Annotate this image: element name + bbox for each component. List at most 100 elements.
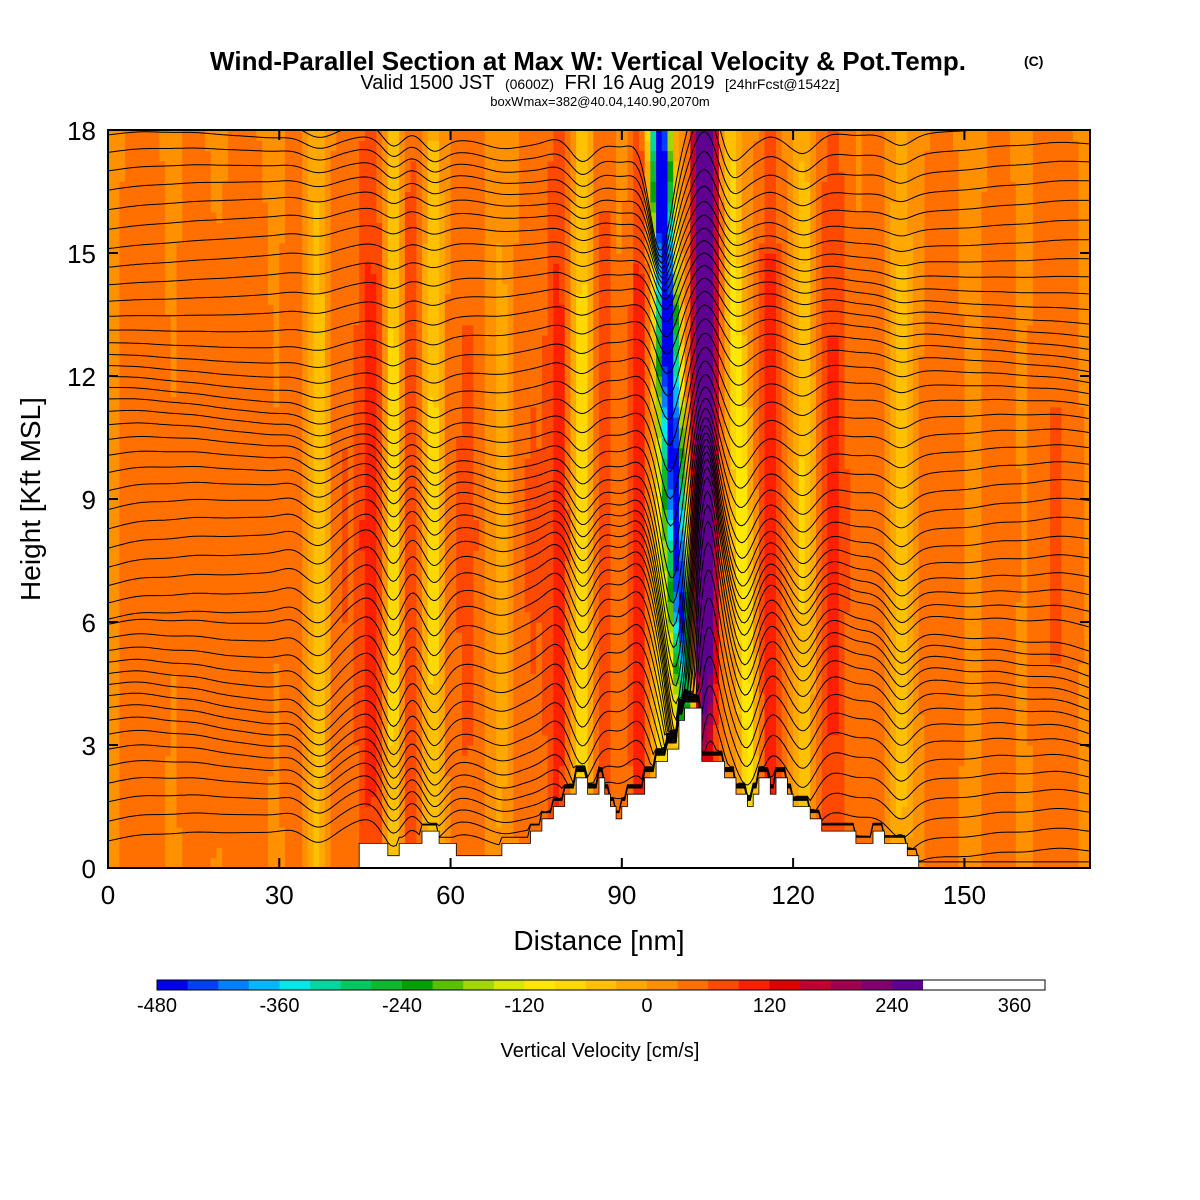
theta-contour-line — [108, 227, 1090, 300]
velocity-cell — [661, 468, 669, 490]
velocity-cell — [798, 611, 806, 868]
theta-contour-line — [108, 252, 1090, 323]
colorbar-swatch — [340, 980, 372, 990]
velocity-cell — [724, 324, 731, 449]
velocity-cell — [250, 130, 258, 868]
velocity-cell — [656, 355, 663, 377]
velocity-cell — [570, 201, 577, 868]
colorbar-swatch — [708, 980, 740, 990]
velocity-cell — [130, 130, 138, 868]
velocity-cell — [142, 130, 149, 868]
box-max-info: boxWmax=382@40.04,140.90,2070m — [490, 94, 710, 109]
velocity-cell — [804, 181, 811, 868]
colorbar-swatch — [891, 980, 924, 990]
velocity-cell — [895, 263, 903, 818]
velocity-cell — [952, 130, 960, 152]
velocity-cell — [1027, 130, 1034, 326]
velocity-cell — [650, 324, 657, 408]
subtitle-utc: (0600Z) — [505, 76, 554, 92]
velocity-cell — [673, 683, 680, 695]
velocity-cell — [907, 130, 914, 234]
theta-contour-line — [108, 360, 1090, 500]
velocity-cell — [273, 406, 280, 664]
theta-contour-line — [108, 597, 1090, 750]
velocity-cell — [176, 242, 183, 828]
velocity-cell — [1055, 130, 1063, 408]
velocity-cell — [302, 130, 309, 868]
velocity-cell — [233, 130, 240, 868]
velocity-cell — [650, 201, 657, 213]
colorbar-swatch — [861, 980, 893, 990]
velocity-cell — [770, 253, 777, 818]
velocity-cell — [553, 263, 560, 808]
velocity-cell — [667, 294, 674, 469]
y-tick-label: 18 — [67, 116, 96, 146]
velocity-field — [108, 130, 1090, 868]
theta-contour-line — [108, 476, 1090, 732]
x-axis: 0 30 60 90 120 150 — [101, 130, 986, 910]
theta-contour-line — [108, 277, 1090, 355]
velocity-cell — [713, 632, 720, 685]
velocity-cell — [1021, 130, 1028, 868]
velocity-cell — [833, 335, 840, 736]
velocity-cell — [901, 130, 908, 264]
velocity-cell — [627, 130, 634, 305]
velocity-cell — [747, 683, 754, 797]
velocity-cell — [370, 796, 377, 868]
chart-title: Wind-Parallel Section at Max W: Vertical… — [210, 46, 966, 76]
velocity-cell — [387, 324, 395, 746]
colorbar-swatch — [830, 980, 862, 990]
colorbar-swatch — [800, 980, 832, 990]
velocity-cell — [433, 673, 440, 868]
velocity-cell — [867, 130, 874, 868]
velocity-cell — [667, 181, 674, 203]
velocity-cell — [410, 130, 417, 162]
velocity-cell — [319, 130, 326, 295]
velocity-cell — [324, 365, 332, 705]
velocity-cell — [1050, 406, 1057, 664]
velocity-cell — [125, 130, 132, 868]
velocity-cell — [736, 335, 743, 582]
velocity-cell — [147, 130, 155, 868]
velocity-cell — [667, 581, 674, 603]
colorbar-swatch — [401, 980, 434, 990]
velocity-cell — [1061, 130, 1068, 868]
velocity-cell — [638, 273, 646, 808]
velocity-cell — [656, 376, 663, 398]
velocity-cell — [958, 314, 965, 767]
velocity-cell — [661, 386, 669, 408]
velocity-cell — [604, 130, 612, 213]
velocity-cell — [1055, 663, 1063, 868]
velocity-cell — [450, 130, 457, 868]
velocity-cell — [490, 130, 497, 868]
velocity-cell — [907, 837, 914, 868]
velocity-cell — [650, 150, 657, 162]
velocity-cell — [673, 130, 680, 162]
velocity-cell — [1015, 601, 1023, 868]
velocity-cell — [661, 130, 669, 152]
velocity-cell — [279, 242, 286, 828]
velocity-cell — [501, 786, 509, 868]
velocity-cell — [513, 242, 520, 838]
terrain-fill — [108, 707, 1090, 868]
theta-contour-line — [108, 264, 1090, 338]
velocity-cell — [661, 458, 669, 469]
velocity-cell — [673, 406, 680, 418]
velocity-cell — [279, 827, 286, 868]
velocity-cell — [210, 130, 218, 213]
velocity-cell — [661, 365, 669, 387]
velocity-cell — [667, 601, 674, 623]
velocity-cell — [581, 130, 589, 285]
velocity-cell — [530, 406, 537, 674]
velocity-cell — [690, 130, 697, 469]
velocity-cell — [895, 816, 903, 868]
x-tick-label: 30 — [265, 880, 294, 910]
velocity-cell — [530, 130, 537, 408]
velocity-cell — [924, 130, 931, 152]
velocity-cell — [404, 191, 412, 868]
velocity-cell — [661, 406, 669, 418]
velocity-cell — [507, 130, 514, 868]
y-tick-label: 12 — [67, 362, 96, 392]
velocity-cell — [427, 683, 435, 868]
